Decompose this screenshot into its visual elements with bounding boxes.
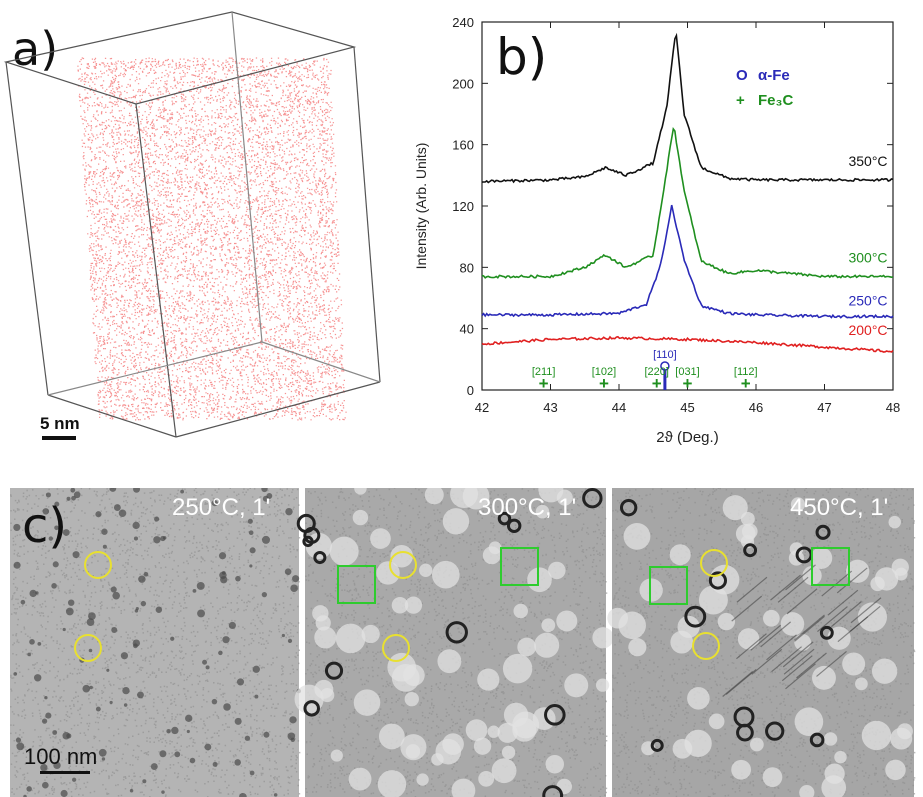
highlight-circle	[74, 634, 102, 662]
fe-peak-marker	[660, 361, 670, 371]
fe-peak-label: [110]	[653, 349, 677, 361]
legend-entry: Fe₃C	[758, 92, 793, 109]
fe3c-peak-label: [211]	[532, 366, 556, 378]
fe3c-peak-label: [220]	[644, 366, 668, 378]
micrograph-caption-300: 300°C, 1'	[478, 494, 577, 521]
fe3c-peak-marker: +	[599, 374, 609, 393]
highlight-square	[500, 547, 539, 586]
series-line	[481, 335, 894, 353]
bounding-box	[3, 11, 381, 438]
x-tick-label: 45	[680, 400, 694, 415]
atom-probe-reconstruction	[3, 11, 381, 440]
micrograph-caption-250: 250°C, 1'	[172, 494, 271, 521]
micrograph-2	[294, 488, 614, 797]
micrograph-3	[607, 488, 916, 797]
x-tick-label: 47	[817, 400, 831, 415]
highlight-circle	[382, 634, 410, 662]
highlight-square	[811, 547, 850, 586]
highlight-circle	[700, 549, 728, 577]
fe3c-peak-marker: +	[683, 374, 693, 393]
x-tick-label: 44	[612, 400, 626, 415]
y-tick-label: 200	[452, 76, 474, 91]
y-tick-label: 240	[452, 15, 474, 30]
scale-bar-c	[40, 771, 90, 774]
x-tick-label: 43	[543, 400, 557, 415]
series-line	[481, 204, 894, 319]
x-axis-label: 2ϑ (Deg.)	[656, 429, 718, 446]
highlight-square	[649, 566, 688, 605]
scale-bar-a-label: 5 nm	[40, 414, 80, 433]
highlight-circle	[389, 551, 417, 579]
highlight-circle	[84, 551, 112, 579]
y-tick-label: 0	[467, 383, 474, 398]
legend-symbol: +	[736, 92, 745, 109]
y-tick-label: 40	[460, 322, 474, 337]
y-tick-label: 80	[460, 260, 474, 275]
fe3c-peak-marker: +	[539, 374, 549, 393]
curve-label: 300°C	[848, 250, 887, 266]
legend-symbol: O	[736, 67, 748, 84]
fe3c-peak-marker: +	[652, 374, 662, 393]
curve-label: 250°C	[848, 293, 887, 309]
series-line	[481, 32, 894, 184]
panel-c-label: c)	[22, 498, 68, 554]
curve-label: 200°C	[848, 322, 887, 338]
fe3c-peak-label: [031]	[675, 366, 699, 378]
y-tick-label: 160	[452, 138, 474, 153]
panel-b-label: b)	[496, 28, 548, 86]
micrograph-caption-450: 450°C, 1'	[790, 494, 889, 521]
fe3c-peak-label: [102]	[592, 366, 616, 378]
xrd-chart: 42 43 44 45 46 47 48 0 40 80 120 160 200 240 Intensity…	[413, 15, 900, 446]
scale-bar-c-label: 100 nm	[24, 744, 98, 769]
y-tick-label: 120	[452, 199, 474, 214]
y-axis-label: Intensity (Arb. Units)	[413, 143, 429, 270]
micrograph-1	[10, 488, 302, 797]
fe3c-peak-label: [112]	[734, 366, 758, 378]
atom-cloud	[77, 57, 347, 421]
fe3c-peak-marker: +	[741, 374, 751, 393]
x-tick-label: 42	[475, 400, 489, 415]
highlight-square	[337, 565, 376, 604]
highlight-circle	[692, 632, 720, 660]
curve-label: 350°C	[848, 153, 887, 169]
tem-micrographs	[10, 488, 916, 797]
legend-entry: α-Fe	[758, 67, 790, 84]
x-tick-label: 46	[749, 400, 763, 415]
series-line	[481, 127, 894, 279]
x-tick-label: 48	[886, 400, 900, 415]
